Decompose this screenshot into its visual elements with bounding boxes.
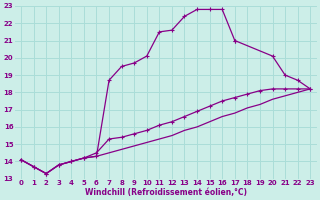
X-axis label: Windchill (Refroidissement éolien,°C): Windchill (Refroidissement éolien,°C) <box>84 188 247 197</box>
